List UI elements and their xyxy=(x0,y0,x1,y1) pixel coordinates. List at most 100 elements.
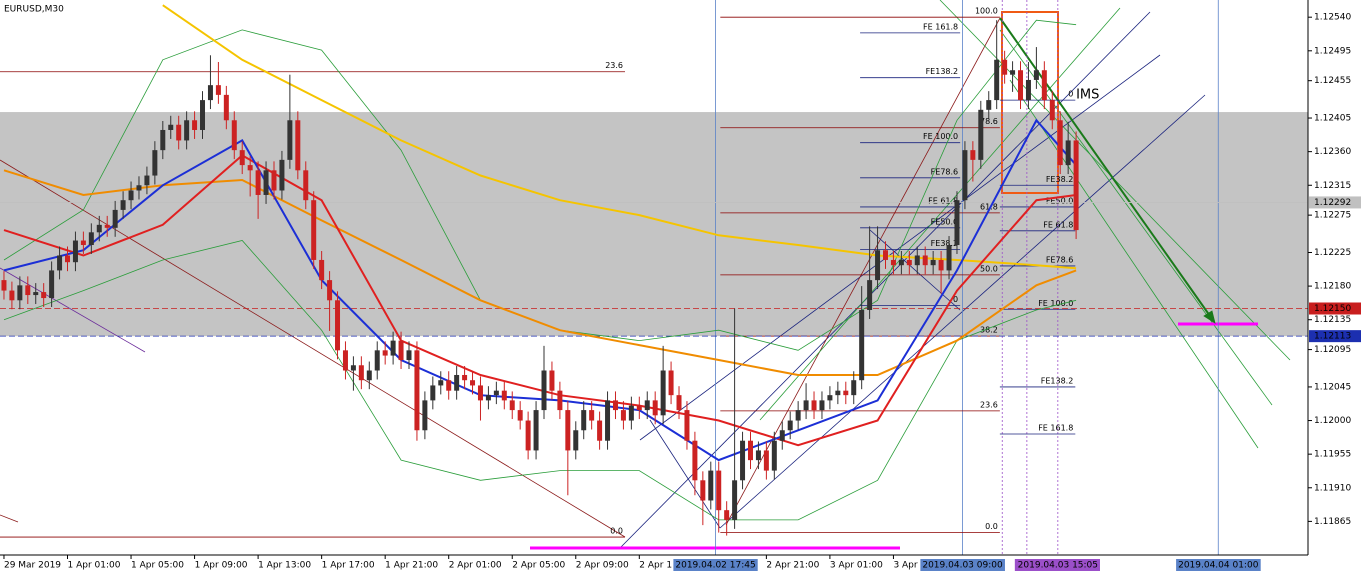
indicator-line xyxy=(162,4,1077,270)
candle-body xyxy=(612,400,618,411)
candle-body xyxy=(390,340,396,356)
candle-body xyxy=(9,290,15,301)
candle-body xyxy=(763,450,769,471)
drawings xyxy=(0,0,1291,550)
candle-body xyxy=(176,124,182,141)
candle-body xyxy=(795,410,801,421)
candle-body xyxy=(255,170,261,195)
candle-body xyxy=(906,259,912,266)
fib-label: 50.0 xyxy=(980,264,998,273)
fib-label: 78.6 xyxy=(980,117,998,126)
indicator-line xyxy=(3,169,1077,376)
y-tick-label: 1.12315 xyxy=(1314,181,1351,191)
candle-body xyxy=(1041,70,1047,101)
box xyxy=(1001,11,1059,194)
candle-body xyxy=(620,410,626,421)
candle-body xyxy=(438,380,444,386)
fib-label: 0.0 xyxy=(610,527,623,536)
fib-label: FE38.2 xyxy=(1046,175,1073,184)
candle-body xyxy=(692,440,698,481)
candle-body xyxy=(573,430,579,451)
candle-body xyxy=(279,159,285,191)
candle-body xyxy=(779,430,785,441)
indicator-line xyxy=(3,240,1077,521)
vline-label: 2019.04.04 01:00 xyxy=(1178,561,1259,571)
candle-body xyxy=(493,390,499,396)
y-tick-label: 1.11955 xyxy=(1314,450,1351,460)
candle-body xyxy=(430,385,436,401)
candle-body xyxy=(875,250,881,281)
vline-tag xyxy=(1015,559,1101,571)
vline-tag xyxy=(920,559,1005,571)
candle-body xyxy=(382,350,388,356)
candle-body xyxy=(1010,70,1016,75)
candle-body xyxy=(557,390,563,411)
candle-body xyxy=(851,380,857,396)
zone xyxy=(0,112,1308,337)
swing-line xyxy=(869,229,961,311)
candle-body xyxy=(231,120,237,151)
price-tag xyxy=(1309,302,1361,315)
candle-body xyxy=(986,100,992,110)
candle-body xyxy=(890,259,896,266)
y-tick-label: 1.12455 xyxy=(1314,76,1351,86)
y-tick-label: 1.11865 xyxy=(1314,517,1351,527)
candle-body xyxy=(883,250,889,260)
fib-label: 61.8 xyxy=(980,202,998,211)
vline-label: 2019.04.03 09:00 xyxy=(922,561,1003,571)
candle-body xyxy=(65,255,71,263)
candle-body xyxy=(120,200,126,210)
chart-title: EURUSD,M30 xyxy=(4,5,64,15)
candle-body xyxy=(1033,70,1039,80)
candle-body xyxy=(644,400,650,411)
candle-body xyxy=(207,85,213,101)
candle-body xyxy=(184,120,190,141)
candle-body xyxy=(223,94,229,121)
x-tick-label: 29 Mar 2019 xyxy=(4,561,61,571)
candle-body xyxy=(358,365,364,381)
trend-line xyxy=(0,159,626,538)
candle-body xyxy=(994,59,1000,101)
candle-body xyxy=(80,240,86,246)
candle-body xyxy=(747,440,753,461)
candle-body xyxy=(350,365,356,371)
candle-body xyxy=(72,240,78,263)
vline-label: 2019.04.02 17:45 xyxy=(675,561,755,571)
fib-label: 0 xyxy=(953,295,958,304)
fib-label: 0 xyxy=(1068,90,1073,99)
candle-body xyxy=(938,259,944,271)
vline-tag xyxy=(1176,559,1261,571)
candle-body xyxy=(239,150,245,166)
candle-body xyxy=(88,232,94,246)
candle-body xyxy=(962,150,968,201)
fib-label: 0.0 xyxy=(985,522,998,531)
green-line xyxy=(759,7,1121,421)
candle-body xyxy=(605,400,611,441)
candle-body xyxy=(96,224,102,233)
y-tick-label: 1.12225 xyxy=(1314,248,1351,258)
candle-body xyxy=(533,410,539,451)
candle-body xyxy=(867,280,873,310)
fib-label: FE38.2 xyxy=(931,239,958,248)
candle-body xyxy=(1025,79,1031,101)
candle-body xyxy=(1,280,7,291)
candle-body xyxy=(414,350,420,431)
candle-body xyxy=(755,450,761,461)
candle-body xyxy=(17,285,23,301)
candle-body xyxy=(628,405,634,421)
channel-line xyxy=(619,11,1151,549)
x-tick-label: 1 Apr 01:00 xyxy=(68,561,121,571)
trend-line xyxy=(0,267,146,353)
candle-body xyxy=(112,209,118,228)
candle-body xyxy=(517,410,523,421)
candle-body xyxy=(930,259,936,266)
fib-label: FE 61.8 xyxy=(1043,220,1073,229)
price-tag-label: 1.12292 xyxy=(1314,198,1351,208)
candle-body xyxy=(660,370,666,416)
fib-label: FE 100.0 xyxy=(923,132,958,141)
candle-body xyxy=(335,300,341,351)
x-tick-label: 3 Apr 01:00 xyxy=(830,561,883,571)
candle-body xyxy=(732,480,738,520)
channel-line xyxy=(639,54,1161,441)
